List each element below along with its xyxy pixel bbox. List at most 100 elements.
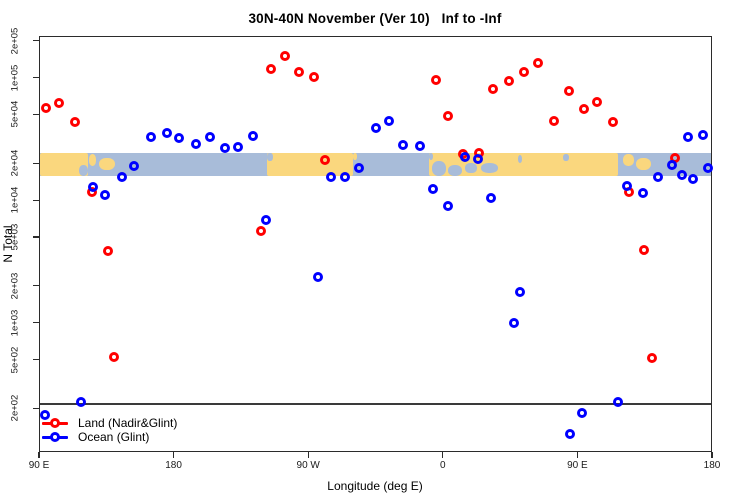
map-band-sea-patch <box>481 162 498 174</box>
x-tick-mark <box>173 452 175 458</box>
land-data-point <box>102 246 113 257</box>
ocean-data-point <box>687 173 698 184</box>
threshold-line <box>40 403 711 405</box>
x-tick-label: 90 E <box>28 460 50 471</box>
ocean-data-point <box>460 151 471 162</box>
ocean-data-point <box>261 215 272 225</box>
map-band-sea-patch <box>428 153 434 160</box>
legend-item-land: Land (Nadir&Glint) <box>41 416 177 430</box>
x-tick-mark <box>442 452 444 458</box>
ocean-data-point <box>508 318 519 329</box>
ocean-data-point <box>427 184 438 195</box>
y-tick-label: 5e+02 <box>9 346 21 373</box>
ocean-data-point <box>99 190 110 201</box>
y-tick-mark <box>33 199 39 201</box>
x-tick-mark <box>38 452 40 458</box>
ocean-data-point <box>398 139 409 150</box>
y-tick-label: 1e+04 <box>9 186 21 214</box>
ocean-data-point <box>414 140 425 151</box>
land-data-point <box>607 117 618 128</box>
y-tick-mark <box>33 236 39 238</box>
ocean-data-point <box>637 188 648 199</box>
land-data-point <box>578 104 589 114</box>
y-tick-label: 2e+05 <box>9 27 21 55</box>
legend: Land (Nadir&Glint) Ocean (Glint) <box>41 416 177 444</box>
x-tick-label: 180 <box>703 460 721 471</box>
ocean-data-point <box>313 271 324 282</box>
ocean-data-point <box>87 181 98 192</box>
ocean-data-point <box>117 171 127 182</box>
y-tick-label: 5e+03 <box>9 223 21 251</box>
land-data-point <box>504 76 515 87</box>
map-band-island <box>622 154 634 166</box>
land-data-point <box>70 117 81 128</box>
plot-area: Land (Nadir&Glint) Ocean (Glint) <box>39 36 713 452</box>
land-data-point <box>564 85 575 96</box>
ocean-data-point <box>173 133 184 144</box>
legend-label-ocean: Ocean (Glint) <box>78 430 150 444</box>
land-data-point <box>591 96 602 107</box>
land-data-point <box>293 67 304 78</box>
land-data-point <box>533 57 544 68</box>
y-tick-label: 5e+04 <box>9 101 21 128</box>
land-data-point <box>431 75 442 86</box>
ocean-data-point <box>577 408 588 418</box>
y-tick-mark <box>33 40 39 42</box>
ocean-data-point <box>325 171 336 182</box>
y-tick-mark <box>33 322 39 324</box>
ocean-data-point <box>473 154 484 165</box>
land-data-point <box>488 83 499 94</box>
land-data-point <box>41 102 52 113</box>
ocean-data-point <box>204 132 215 143</box>
ocean-data-point <box>697 129 708 140</box>
y-tick-label: 2e+04 <box>9 149 21 177</box>
legend-item-ocean: Ocean (Glint) <box>41 430 177 444</box>
ocean-data-point <box>676 170 687 181</box>
y-tick-mark <box>33 285 39 287</box>
land-data-point <box>519 67 529 78</box>
ocean-data-point <box>702 162 713 173</box>
x-tick-label: 90 W <box>296 460 320 471</box>
x-tick-mark <box>307 452 309 458</box>
ocean-data-point <box>383 115 394 126</box>
map-band-sea-patch <box>78 164 88 177</box>
ocean-data-point <box>622 181 633 192</box>
x-tick-mark <box>711 452 713 458</box>
ocean-data-point <box>220 143 231 154</box>
land-data-point <box>280 51 291 61</box>
ocean-data-point <box>128 160 139 171</box>
x-tick-label: 0 <box>440 460 446 471</box>
map-band-sea-patch <box>563 154 569 162</box>
ocean-data-point <box>443 201 454 212</box>
ocean-data-point <box>565 429 576 440</box>
land-data-point <box>319 155 330 166</box>
ocean-data-point <box>233 142 244 153</box>
map-band-sea-patch <box>267 153 273 162</box>
ocean-data-point <box>39 410 50 421</box>
ocean-data-point <box>653 171 663 182</box>
map-band-island <box>88 154 97 166</box>
ocean-data-point <box>191 139 202 149</box>
ocean-data-point <box>514 286 525 297</box>
y-tick-label: 1e+03 <box>9 309 21 336</box>
ocean-data-point <box>370 122 381 133</box>
ocean-data-point <box>248 131 258 142</box>
y-tick-label: 2e+03 <box>9 272 21 300</box>
map-band-land <box>267 153 354 177</box>
land-data-point <box>255 225 266 236</box>
land-data-point <box>549 116 560 127</box>
y-tick-mark <box>33 358 39 361</box>
map-band-ocean <box>40 153 711 177</box>
map-band-island <box>635 157 651 171</box>
y-tick-mark <box>33 162 39 164</box>
map-band-island <box>99 157 115 171</box>
y-tick-mark <box>33 113 39 116</box>
x-axis-title: Longitude (deg E) <box>327 479 423 493</box>
land-data-point <box>265 64 276 75</box>
map-band-sea-patch <box>448 164 463 177</box>
land-data-point <box>309 72 320 83</box>
map-band-sea-patch <box>517 155 523 164</box>
land-data-point <box>54 97 65 108</box>
legend-label-land: Land (Nadir&Glint) <box>78 416 178 430</box>
